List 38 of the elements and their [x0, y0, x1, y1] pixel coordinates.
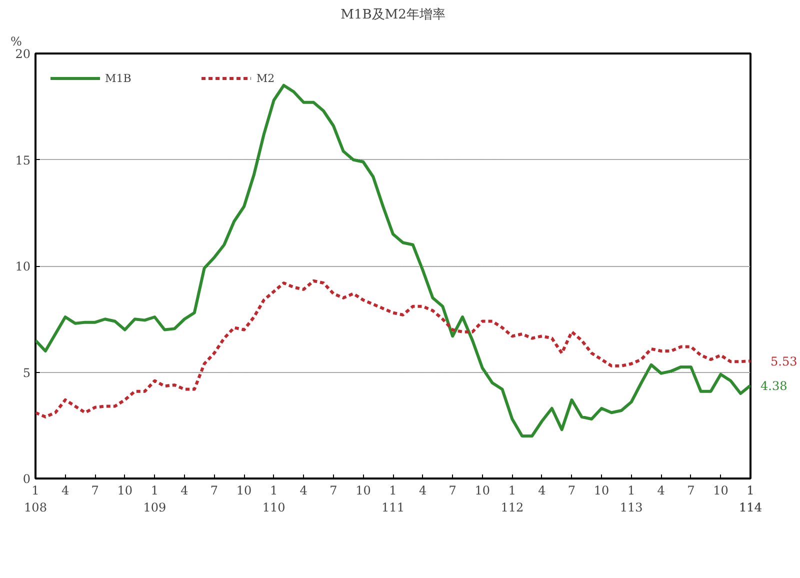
x-tick-label: 7: [687, 484, 695, 498]
x-tick-label: 1 113: [620, 484, 643, 514]
x-tick-label: 1 114: [739, 484, 762, 514]
x-tick-label: 4: [657, 484, 666, 498]
x-tick-label: 4: [300, 484, 308, 498]
x-tick-label: 10: [236, 484, 252, 498]
chart-title: M1B及M2年增率: [340, 6, 446, 22]
y-axis-title: %: [10, 34, 22, 48]
y-tick-label: 5: [22, 366, 31, 380]
x-tick-label: 1 111: [382, 484, 404, 514]
x-tick-label: 7: [568, 484, 576, 498]
y-tick-label: 10: [15, 260, 31, 274]
legend-label: M2: [256, 72, 276, 84]
x-tick-label: 10: [713, 484, 728, 498]
x-tick-label: 1 110: [262, 484, 286, 514]
x-tick-label: 7: [448, 484, 456, 498]
line-series: [36, 84, 750, 438]
x-tick-label: 10: [594, 484, 610, 498]
x-tick-label: 10: [117, 484, 133, 498]
x-tick-label: 1 109: [143, 484, 166, 514]
x-tick-label: 4: [180, 484, 189, 498]
x-tick-label: 7: [91, 484, 99, 498]
data-label: 4.38: [760, 378, 788, 393]
x-tick-label: 1 112: [500, 484, 524, 514]
y-tick-label: 15: [15, 153, 31, 168]
line-series: [36, 279, 750, 418]
x-tick-label: 4: [418, 484, 427, 498]
x-tick-label: 7: [330, 484, 338, 498]
x-tick-label: 4: [61, 484, 70, 498]
y-tick-label: 0: [22, 472, 31, 486]
x-tick-label: 10: [474, 484, 490, 498]
data-label: 5.53: [770, 354, 798, 368]
y-tick-label: 20: [15, 47, 31, 61]
legend-label: M1B: [105, 72, 132, 84]
x-tick-label: 10: [356, 484, 371, 498]
x-tick-label: 7: [210, 484, 218, 498]
x-tick-label: 1 108: [24, 484, 47, 514]
x-tick-label: 4: [538, 484, 546, 498]
